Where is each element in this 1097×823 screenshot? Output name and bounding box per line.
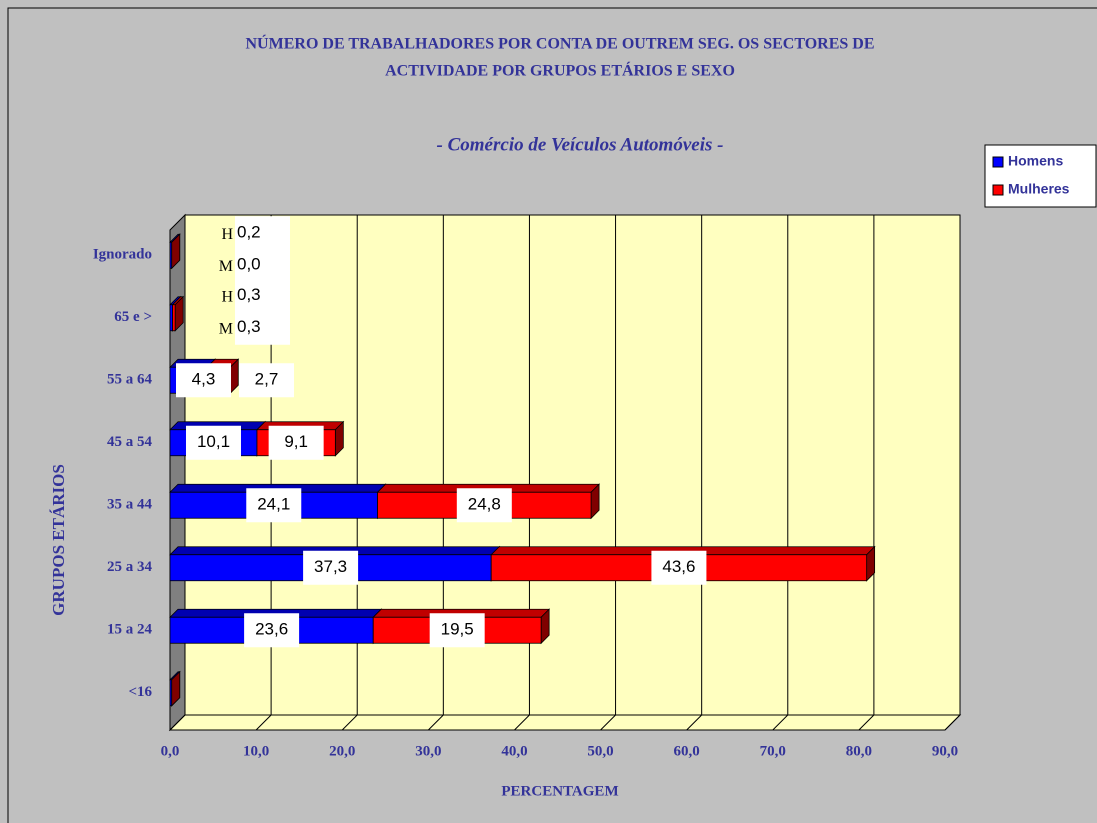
y-tick-label: 25 a 34	[107, 559, 153, 575]
y-tick-label: Ignorado	[93, 247, 152, 263]
grid-line	[858, 714, 875, 731]
data-label: 0,2	[237, 223, 261, 242]
series-tag: H	[221, 226, 233, 243]
x-tick-label: 20,0	[329, 743, 355, 759]
data-label: 0,0	[237, 255, 261, 274]
series-tag: H	[221, 288, 233, 305]
data-label-box	[235, 248, 290, 283]
y-tick-label: 55 a 64	[107, 372, 153, 388]
data-label: 43,6	[662, 557, 695, 576]
grid-line	[944, 714, 961, 731]
x-tick-label: 80,0	[846, 743, 872, 759]
data-label-box	[246, 488, 302, 523]
x-axis-label: PERCENTAGEM	[501, 783, 618, 799]
bar	[171, 295, 185, 332]
series-tag: M	[219, 258, 233, 275]
x-tick-label: 40,0	[501, 743, 527, 759]
grid-line	[772, 714, 789, 731]
data-label: 0,3	[237, 285, 261, 304]
grid-line	[514, 714, 530, 731]
data-label: 0,3	[237, 317, 261, 336]
data-label-box	[429, 613, 485, 648]
x-tick-label: 90,0	[932, 743, 958, 759]
series-tag: M	[219, 320, 233, 337]
data-label: 19,5	[441, 620, 474, 639]
legend-swatch	[992, 184, 1004, 196]
bar-face	[172, 304, 176, 332]
data-label-box	[235, 310, 290, 345]
x-tick-label: 0,0	[161, 743, 180, 759]
bar-face	[171, 233, 181, 270]
grid-line	[341, 714, 358, 731]
grid-line	[686, 714, 703, 731]
legend-label: Mulheres	[1008, 181, 1070, 197]
data-label-box	[185, 425, 241, 460]
chart-title: ACTIVIDADE POR GRUPOS ETÁRIOS E SEXO	[385, 61, 735, 80]
y-tick-label: 35 a 44	[107, 497, 153, 513]
grid-line	[169, 714, 186, 731]
data-label: 2,7	[255, 370, 279, 389]
data-label: 10,1	[197, 432, 230, 451]
data-label: 24,1	[257, 495, 290, 514]
y-axis-label: GRUPOS ETÁRIOS	[49, 464, 68, 616]
floor	[168, 714, 962, 731]
x-tick-label: 10,0	[243, 743, 269, 759]
legend-swatch	[992, 156, 1004, 168]
y-tick-label: 65 e >	[114, 309, 152, 325]
chart-title: NÚMERO DE TRABALHADORES POR CONTA DE OUT…	[246, 34, 875, 53]
data-label: 37,3	[314, 557, 347, 576]
data-label-box	[235, 278, 290, 313]
chart-subtitle: - Comércio de Veículos Automóveis -	[437, 134, 724, 155]
data-label: 23,6	[255, 620, 288, 639]
data-label-box	[303, 550, 359, 585]
x-tick-label: 60,0	[674, 743, 700, 759]
grid-line	[255, 714, 272, 731]
data-label-box	[268, 425, 324, 460]
x-tick-label: 50,0	[587, 743, 613, 759]
y-tick-label: 45 a 54	[107, 434, 153, 450]
legend-label: Homens	[1008, 153, 1063, 169]
data-label-box	[239, 363, 294, 398]
data-label-box	[651, 550, 707, 585]
data-label: 4,3	[192, 370, 216, 389]
bar-face	[171, 670, 181, 707]
data-label-box	[176, 363, 231, 398]
bar	[171, 233, 181, 270]
data-label-box	[244, 613, 300, 648]
legend	[984, 144, 1097, 208]
grid-line	[427, 714, 444, 731]
y-tick-label: 15 a 24	[107, 622, 153, 638]
data-label: 9,1	[284, 432, 308, 451]
grid-line	[600, 714, 616, 731]
data-label-box	[235, 216, 290, 251]
data-label: 24,8	[468, 495, 501, 514]
x-tick-label: 70,0	[760, 743, 786, 759]
side-wall	[169, 213, 186, 732]
data-label-box	[456, 488, 512, 523]
y-tick-label: <16	[128, 684, 152, 700]
x-tick-label: 30,0	[415, 743, 441, 759]
bar	[171, 670, 181, 707]
